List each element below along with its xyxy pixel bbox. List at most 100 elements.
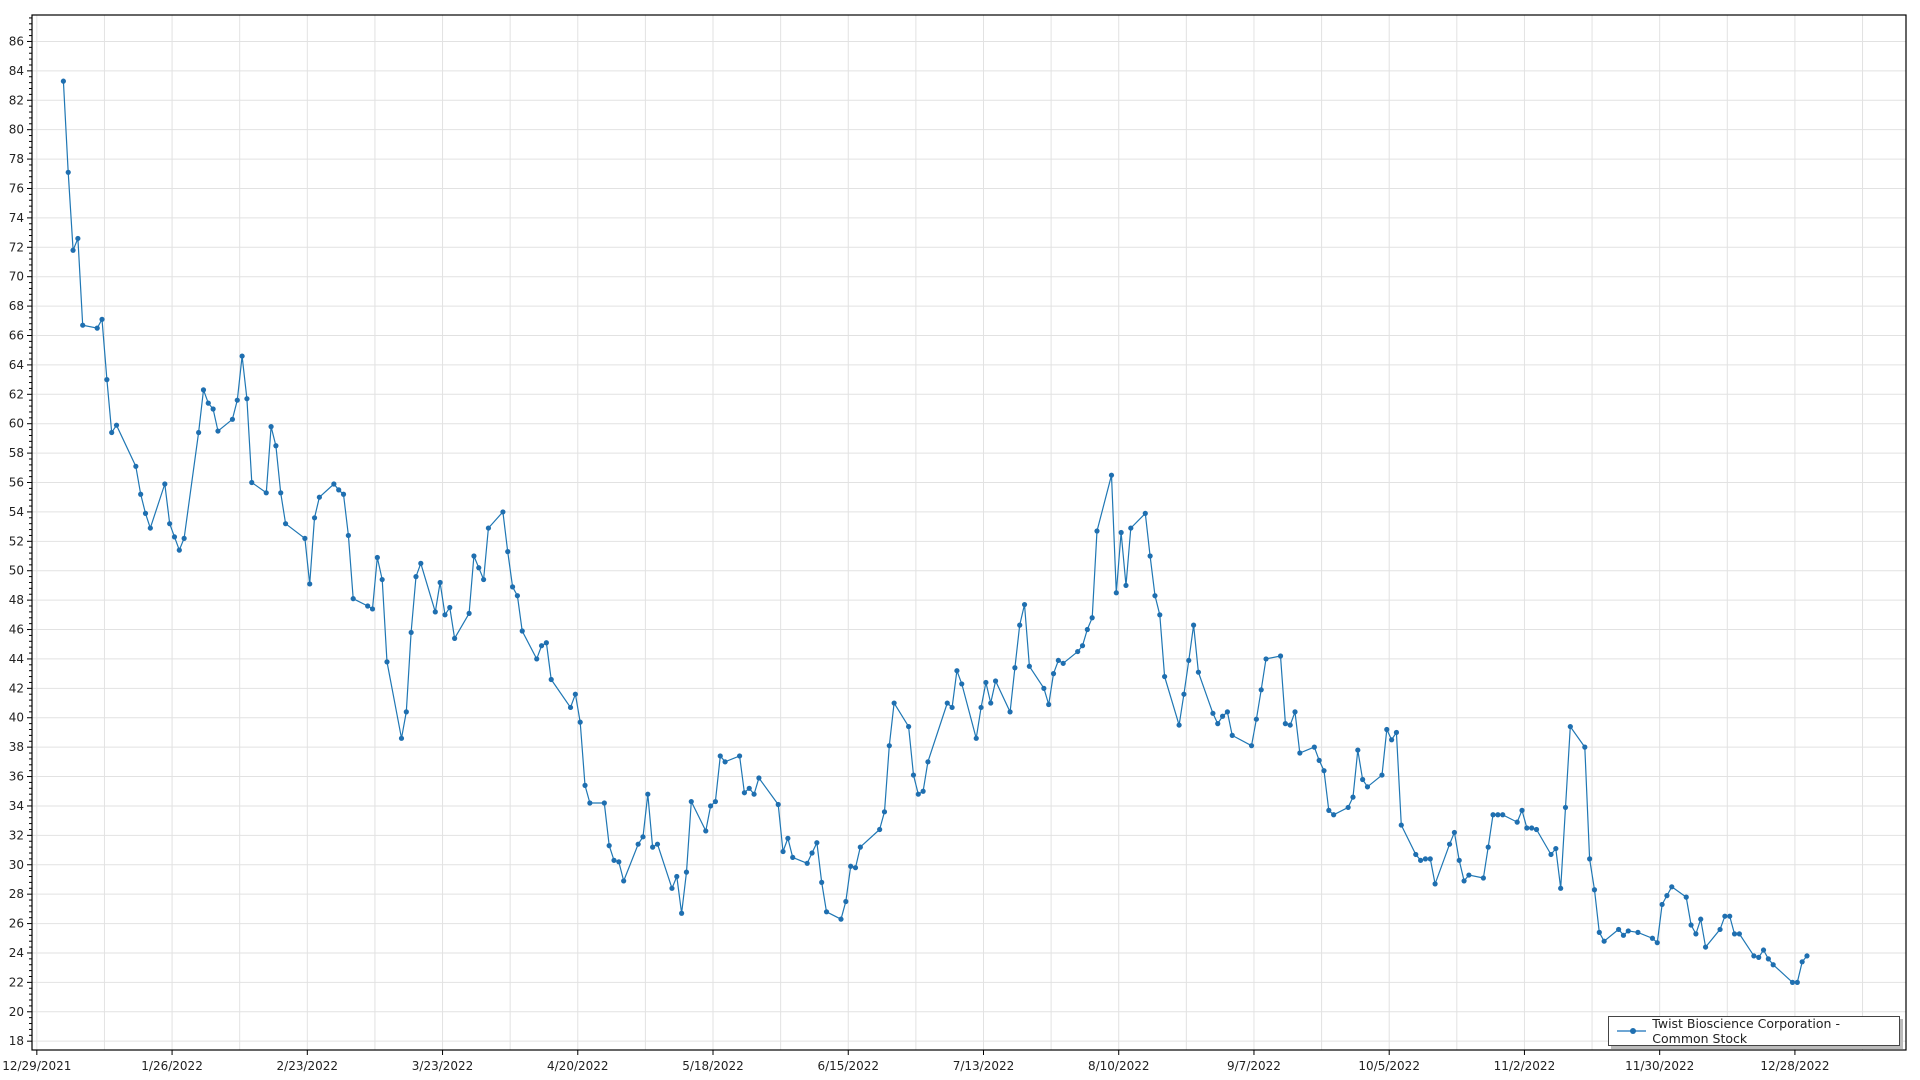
data-point [1176, 722, 1182, 728]
data-point [1466, 872, 1472, 878]
data-point [142, 510, 149, 516]
y-tick-label: 20 [9, 1005, 24, 1019]
data-point [1625, 928, 1631, 934]
data-point [302, 535, 308, 541]
data-point [307, 581, 313, 587]
data-point [1480, 875, 1486, 881]
data-point [500, 509, 506, 515]
y-tick-label: 24 [9, 946, 24, 960]
data-point [992, 678, 999, 684]
data-point [1123, 582, 1129, 589]
y-tick-label: 28 [9, 887, 24, 901]
data-point [1490, 812, 1496, 818]
data-point [471, 553, 477, 559]
data-point [94, 325, 100, 331]
y-tick-label: 82 [9, 93, 24, 107]
data-point [205, 400, 211, 406]
data-point [775, 801, 781, 808]
data-point [717, 753, 723, 759]
data-point [1456, 857, 1462, 863]
data-point [785, 835, 791, 841]
data-point [587, 800, 593, 806]
x-tick-label: 7/13/2022 [953, 1059, 1015, 1073]
data-point [1702, 944, 1709, 950]
data-point [1142, 510, 1148, 516]
y-tick-label: 72 [9, 240, 24, 254]
y-tick-label: 62 [9, 387, 24, 401]
data-point [674, 873, 680, 880]
data-point [1248, 743, 1255, 749]
data-point [1292, 709, 1298, 715]
data-point [611, 857, 617, 863]
data-point [1229, 732, 1235, 738]
data-point [1664, 893, 1670, 899]
data-point [1548, 851, 1554, 858]
data-point [1012, 665, 1018, 671]
data-point [804, 860, 810, 866]
data-point [1417, 857, 1424, 863]
x-tick-label: 9/7/2022 [1227, 1059, 1281, 1073]
data-point [1084, 626, 1090, 633]
data-point [1186, 657, 1192, 664]
data-point [1108, 472, 1115, 478]
data-point [1297, 750, 1303, 756]
data-point [988, 700, 994, 706]
y-tick-label: 68 [9, 299, 24, 313]
data-point [1688, 922, 1694, 928]
data-point [712, 798, 719, 805]
data-point [1350, 794, 1356, 800]
data-point [282, 521, 289, 527]
data-point [215, 428, 221, 434]
data-point [1533, 826, 1540, 833]
data-point [1345, 804, 1351, 811]
data-point [1398, 822, 1404, 828]
data-point [1562, 804, 1569, 811]
data-point [466, 610, 472, 616]
data-point [1118, 529, 1124, 536]
data-point [113, 422, 120, 428]
data-point [104, 377, 110, 383]
data-point [1277, 653, 1284, 659]
data-point [877, 826, 883, 833]
data-point [823, 909, 830, 915]
data-point [1693, 931, 1699, 937]
data-point [1287, 722, 1293, 728]
data-point [809, 850, 815, 856]
x-tick-label: 5/18/2022 [682, 1059, 744, 1073]
data-point [1094, 528, 1100, 534]
y-tick-label: 54 [9, 505, 24, 519]
data-point [973, 735, 979, 741]
data-point [1413, 851, 1419, 858]
data-point [1379, 772, 1385, 778]
data-point [683, 869, 690, 875]
y-tick-label: 76 [9, 181, 24, 195]
data-point [925, 759, 931, 765]
data-point [1215, 721, 1221, 727]
y-tick-label: 44 [9, 652, 24, 666]
data-point [756, 775, 762, 781]
data-point [654, 841, 661, 847]
data-point [196, 429, 202, 436]
data-point [1089, 615, 1095, 621]
data-point [746, 785, 752, 791]
data-point [413, 574, 419, 580]
y-tick-label: 36 [9, 770, 24, 784]
data-point [1485, 844, 1491, 850]
y-tick-label: 30 [9, 858, 24, 872]
data-point [1722, 913, 1728, 919]
data-point [848, 863, 854, 869]
data-point [311, 515, 318, 521]
data-point [640, 834, 646, 840]
data-point [1432, 881, 1438, 887]
data-point [983, 679, 989, 686]
data-point [1789, 979, 1796, 985]
data-point [1326, 807, 1332, 813]
data-point [906, 723, 912, 730]
y-tick-label: 42 [9, 681, 24, 695]
x-tick-label: 10/5/2022 [1358, 1059, 1420, 1073]
data-point [1331, 812, 1337, 818]
y-tick-label: 70 [9, 270, 24, 284]
data-point [1195, 669, 1202, 675]
y-tick-label: 86 [9, 34, 24, 48]
